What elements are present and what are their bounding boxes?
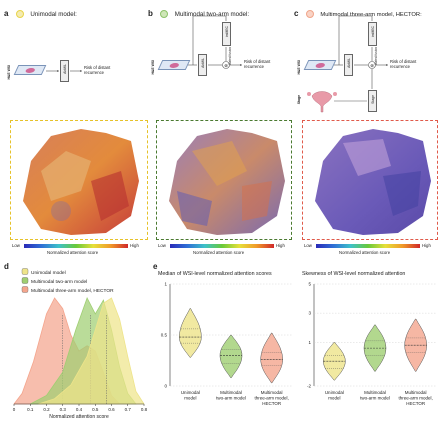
panel-c-color-dot	[305, 10, 314, 18]
colorbar-low-b: Low	[158, 243, 166, 248]
category-label: Unimodal	[325, 390, 344, 395]
attention-heatmap-two-arm	[169, 129, 285, 235]
panel-b: b Multimodal two-arm model: H&E WSI imME…	[148, 2, 294, 262]
category-label: three-arm model,	[255, 396, 289, 401]
x-tick-label: 0.8	[141, 407, 148, 412]
y-tick-label: -2	[307, 384, 311, 389]
category-label: three-arm model,	[399, 396, 433, 401]
x-tick-label: 0.2	[43, 407, 50, 412]
attention-heatmap-unimodal	[23, 129, 139, 235]
x-tick-label: 0.7	[125, 407, 132, 412]
x-tick-label: 0.5	[92, 407, 99, 412]
violin-shape	[260, 332, 283, 384]
colorbar-a	[24, 244, 128, 248]
panel-c-letter: c	[294, 9, 299, 18]
panel-a-title: Unimodal model:	[30, 11, 77, 18]
legend-swatch	[21, 268, 29, 275]
stage-box: Stage	[368, 90, 377, 112]
svg-text:⊗: ⊗	[224, 63, 228, 68]
panel-b-header: b Multimodal two-arm model:	[148, 3, 249, 21]
y-tick-label: 1	[308, 340, 311, 345]
colorbar-label-a: Normalized attention score	[47, 250, 99, 255]
panel-a-arrows	[46, 70, 82, 72]
panel-a-letter: a	[4, 9, 9, 18]
chart-title: Skewness of WSI-level normalized attenti…	[302, 271, 405, 277]
legend-label: Unimodal model	[31, 270, 66, 276]
colorbar-high-c: High	[422, 243, 431, 248]
attention-heatmap-hector	[315, 129, 431, 235]
panel-c-arrows: ⊗	[307, 15, 388, 113]
category-label: Multimodal	[405, 390, 427, 395]
uterus-icon	[307, 91, 337, 113]
panel-b-wsi-frame	[156, 120, 292, 240]
violin-shape	[404, 318, 427, 372]
violin-median-chart: Median of WSI-level normalized attention…	[158, 271, 292, 406]
panel-a-header: a Unimodal model:	[4, 3, 77, 21]
panel-b-arrows: ⊗	[188, 15, 242, 69]
category-label: Multimodal	[261, 390, 283, 395]
y-tick-label: 3	[308, 311, 311, 316]
y-tick-label: 5	[308, 282, 311, 287]
category-label: Multimodal	[220, 390, 242, 395]
immgen-box: imMEC	[368, 22, 377, 46]
category-label: Unimodal	[181, 390, 200, 395]
chart-title: Median of WSI-level normalized attention…	[158, 271, 272, 277]
panel-c-title: Multimodal three-arm model, HECTOR:	[320, 12, 422, 18]
density-area	[38, 297, 145, 405]
category-label: two-arm model	[360, 396, 390, 401]
x-tick-label: 0.6	[108, 407, 115, 412]
risk-label: Risk of distant recurrence	[390, 59, 417, 69]
category-label: model	[184, 396, 196, 401]
immgen-box: imMEC	[222, 22, 231, 46]
panel-a: a Unimodal model: H&E WSI AbMIL Risk of …	[2, 2, 148, 262]
svg-text:⊗: ⊗	[370, 63, 374, 68]
legend-swatch	[21, 286, 29, 293]
x-tick-label: 0	[13, 407, 16, 412]
category-label: model	[328, 396, 340, 401]
panel-c: c Multimodal three-arm model, HECTOR: H&…	[294, 2, 440, 262]
x-tick-label: 0.3	[60, 407, 67, 412]
violin-skewness-chart: Skewness of WSI-level normalized attenti…	[302, 271, 436, 406]
colorbar-c	[316, 244, 420, 248]
y-tick-label: 1	[164, 282, 167, 287]
colorbar-label-b: Normalized attention score	[193, 250, 245, 255]
x-tick-label: 0.1	[27, 407, 34, 412]
colorbar-low-c: Low	[304, 243, 312, 248]
colorbar-high-a: High	[130, 243, 139, 248]
panel-a-color-dot	[15, 10, 24, 18]
category-label: Multimodal	[364, 390, 386, 395]
colorbar-label-c: Normalized attention score	[339, 250, 391, 255]
colorbar-b	[170, 244, 274, 248]
abmil-box: AbMIL	[198, 54, 207, 76]
violin-shape	[179, 308, 202, 358]
risk-label: Risk of distant recurrence	[244, 59, 271, 69]
x-axis-label: Normalized attention score	[49, 414, 109, 420]
category-label: HECTOR	[406, 401, 426, 406]
legend-label: Multimodal two-arm model	[31, 279, 87, 285]
colorbar-low-a: Low	[12, 243, 20, 248]
legend-label: Multimodal three-arm model, HECTOR	[31, 288, 114, 294]
panel-d-letter: d	[4, 262, 9, 271]
y-tick-label: 0	[164, 384, 167, 389]
y-tick-label: 0.5	[161, 333, 168, 338]
category-label: two-arm model	[216, 396, 246, 401]
panel-e-letter: e	[153, 262, 158, 271]
panel-b-color-dot	[160, 10, 169, 18]
panel-b-letter: b	[148, 9, 153, 18]
panel-a-wsi-frame	[10, 120, 148, 240]
risk-label: Risk of distant recurrence	[84, 65, 111, 75]
colorbar-high-b: High	[276, 243, 285, 248]
category-label: HECTOR	[262, 401, 282, 406]
panel-b-title: Multimodal two-arm model:	[174, 11, 250, 18]
abmil-box: AbMIL	[60, 60, 69, 82]
density-chart: 0 0.1 0.2 0.3 0.4 0.5 0.6 0.7 0.8 Normalized atte…	[13, 268, 148, 420]
panel-c-header: c Multimodal three-arm model, HECTOR:	[294, 3, 422, 21]
legend-swatch	[21, 277, 29, 284]
x-tick-label: 0.4	[76, 407, 83, 412]
gated-fusion-label: Gated fusion	[374, 47, 378, 66]
panel-c-wsi-frame	[302, 120, 438, 240]
abmil-box: AbMIL	[344, 54, 353, 76]
violin-shape	[219, 334, 243, 379]
gated-fusion-label: Gated fusion	[228, 47, 232, 66]
